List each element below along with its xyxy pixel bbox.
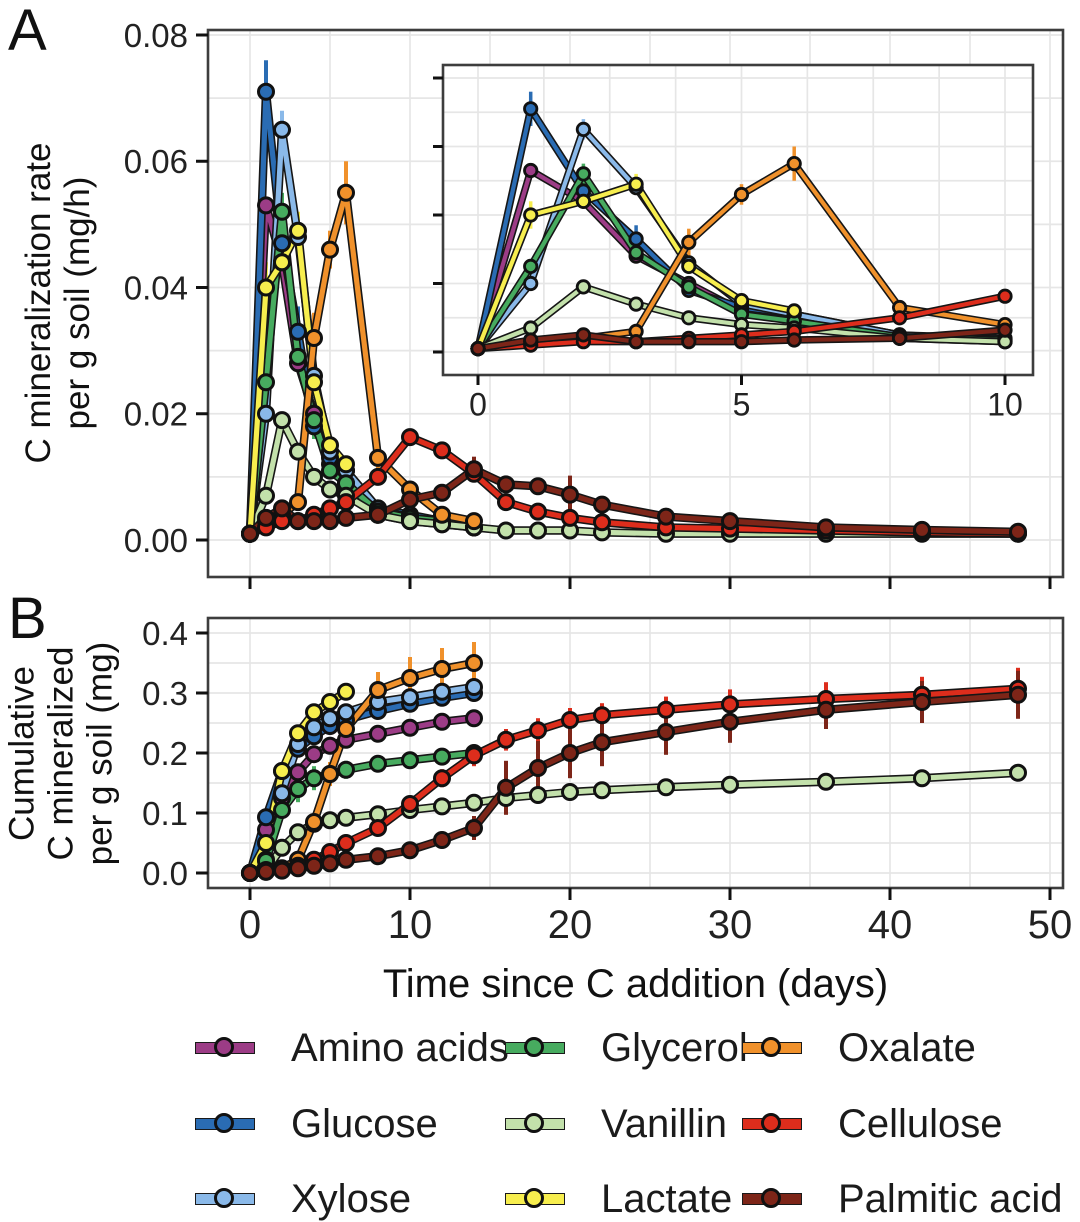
svg-text:30: 30 (708, 903, 753, 947)
legend-item-xylose: Xylose (195, 1177, 411, 1221)
panel-a-inset-gridlines (443, 65, 1033, 375)
legend-key-icon (195, 1177, 255, 1221)
legend-line-swatch (742, 1193, 802, 1205)
svg-text:0.1: 0.1 (142, 795, 188, 832)
legend-label: Lactate (601, 1176, 733, 1221)
legend-label: Cellulose (838, 1101, 1003, 1146)
svg-text:10: 10 (388, 903, 433, 947)
legend-marker-icon (214, 1188, 234, 1208)
x-axis-title: Time since C addition (days) (382, 962, 889, 1006)
svg-text:0: 0 (239, 903, 261, 947)
svg-text:40: 40 (868, 903, 913, 947)
legend-line-swatch (742, 1042, 802, 1054)
legend-item-vanillin: Vanillin (505, 1102, 727, 1146)
legend-marker-icon (761, 1037, 781, 1057)
legend-item-glucose: Glucose (195, 1102, 438, 1146)
legend-line-swatch (195, 1042, 255, 1054)
legend-key-icon (195, 1102, 255, 1146)
svg-text:0: 0 (469, 386, 487, 422)
legend-item-glycerol: Glycerol (505, 1026, 748, 1070)
legend-label: Palmitic acid (838, 1176, 1063, 1221)
panel-b-series-palmitic-acid (245, 690, 1023, 878)
panel-a-inset-axes: 0 5 10 (433, 76, 1023, 422)
svg-text:0.00: 0.00 (124, 522, 188, 559)
legend-line-swatch (505, 1042, 565, 1054)
svg-text:0.2: 0.2 (142, 735, 188, 772)
legend-line-swatch (195, 1193, 255, 1205)
legend-label: Vanillin (601, 1101, 727, 1146)
panel-b-label: B (8, 586, 47, 651)
legend-marker-icon (214, 1037, 234, 1057)
panel-a-inset-markers-palmitic-acid (470, 322, 1013, 357)
svg-text:0.04: 0.04 (124, 269, 188, 306)
panel-a-label: A (8, 0, 47, 63)
svg-text:0.02: 0.02 (124, 396, 188, 433)
legend-marker-icon (214, 1113, 234, 1133)
panel-b-markers-palmitic-acid (241, 685, 1027, 882)
legend-line-swatch (505, 1118, 565, 1130)
panel-a-axes: 0.00 0.02 0.04 0.06 0.08 (124, 17, 1052, 589)
legend-item-palmitic-acid: Palmitic acid (742, 1177, 1063, 1221)
legend-marker-icon (524, 1037, 544, 1057)
svg-text:0.0: 0.0 (142, 855, 188, 892)
legend-key-icon (742, 1026, 802, 1070)
svg-text:20: 20 (548, 903, 593, 947)
legend-label: Xylose (291, 1176, 412, 1221)
legend-line-swatch (195, 1118, 255, 1130)
panel-b: 0 10 20 30 40 50 0.0 0.1 0.2 0.3 0.4 (142, 615, 1072, 947)
panel-a-inset: 0 5 10 (433, 63, 1035, 422)
svg-text:0.3: 0.3 (142, 675, 188, 712)
legend-key-icon (195, 1026, 255, 1070)
legend-label: Amino acids (291, 1025, 509, 1070)
svg-text:50: 50 (1028, 903, 1073, 947)
svg-text:0.06: 0.06 (124, 143, 188, 180)
panel-a-markers-palmitic-acid (241, 460, 1027, 543)
legend-line-swatch (742, 1118, 802, 1130)
legend-marker-icon (524, 1188, 544, 1208)
legend-key-icon (742, 1102, 802, 1146)
legend-label: Glucose (291, 1101, 438, 1146)
legend-item-lactate: Lactate (505, 1177, 732, 1221)
legend-item-amino-acids: Amino acids (195, 1026, 509, 1070)
legend-key-icon (505, 1102, 565, 1146)
legend-key-icon (742, 1177, 802, 1221)
legend-item-oxalate: Oxalate (742, 1026, 976, 1070)
legend-item-cellulose: Cellulose (742, 1102, 1003, 1146)
svg-text:10: 10 (987, 386, 1023, 422)
legend-marker-icon (761, 1113, 781, 1133)
legend-label: Oxalate (838, 1025, 976, 1070)
legend-line-swatch (505, 1193, 565, 1205)
panel-b-axes: 0 10 20 30 40 50 0.0 0.1 0.2 0.3 0.4 (142, 615, 1072, 947)
svg-text:0.4: 0.4 (142, 615, 188, 652)
legend-key-icon (505, 1026, 565, 1070)
legend-marker-icon (761, 1188, 781, 1208)
legend-key-icon (505, 1177, 565, 1221)
chart-canvas: 0.00 0.02 0.04 0.06 0.08 0 5 10 0 10 20 30 40 50 0.0 0.… (124, 17, 1072, 947)
legend-label: Glycerol (601, 1025, 748, 1070)
svg-text:5: 5 (733, 386, 751, 422)
legend-marker-icon (524, 1113, 544, 1133)
svg-text:0.08: 0.08 (124, 17, 188, 54)
